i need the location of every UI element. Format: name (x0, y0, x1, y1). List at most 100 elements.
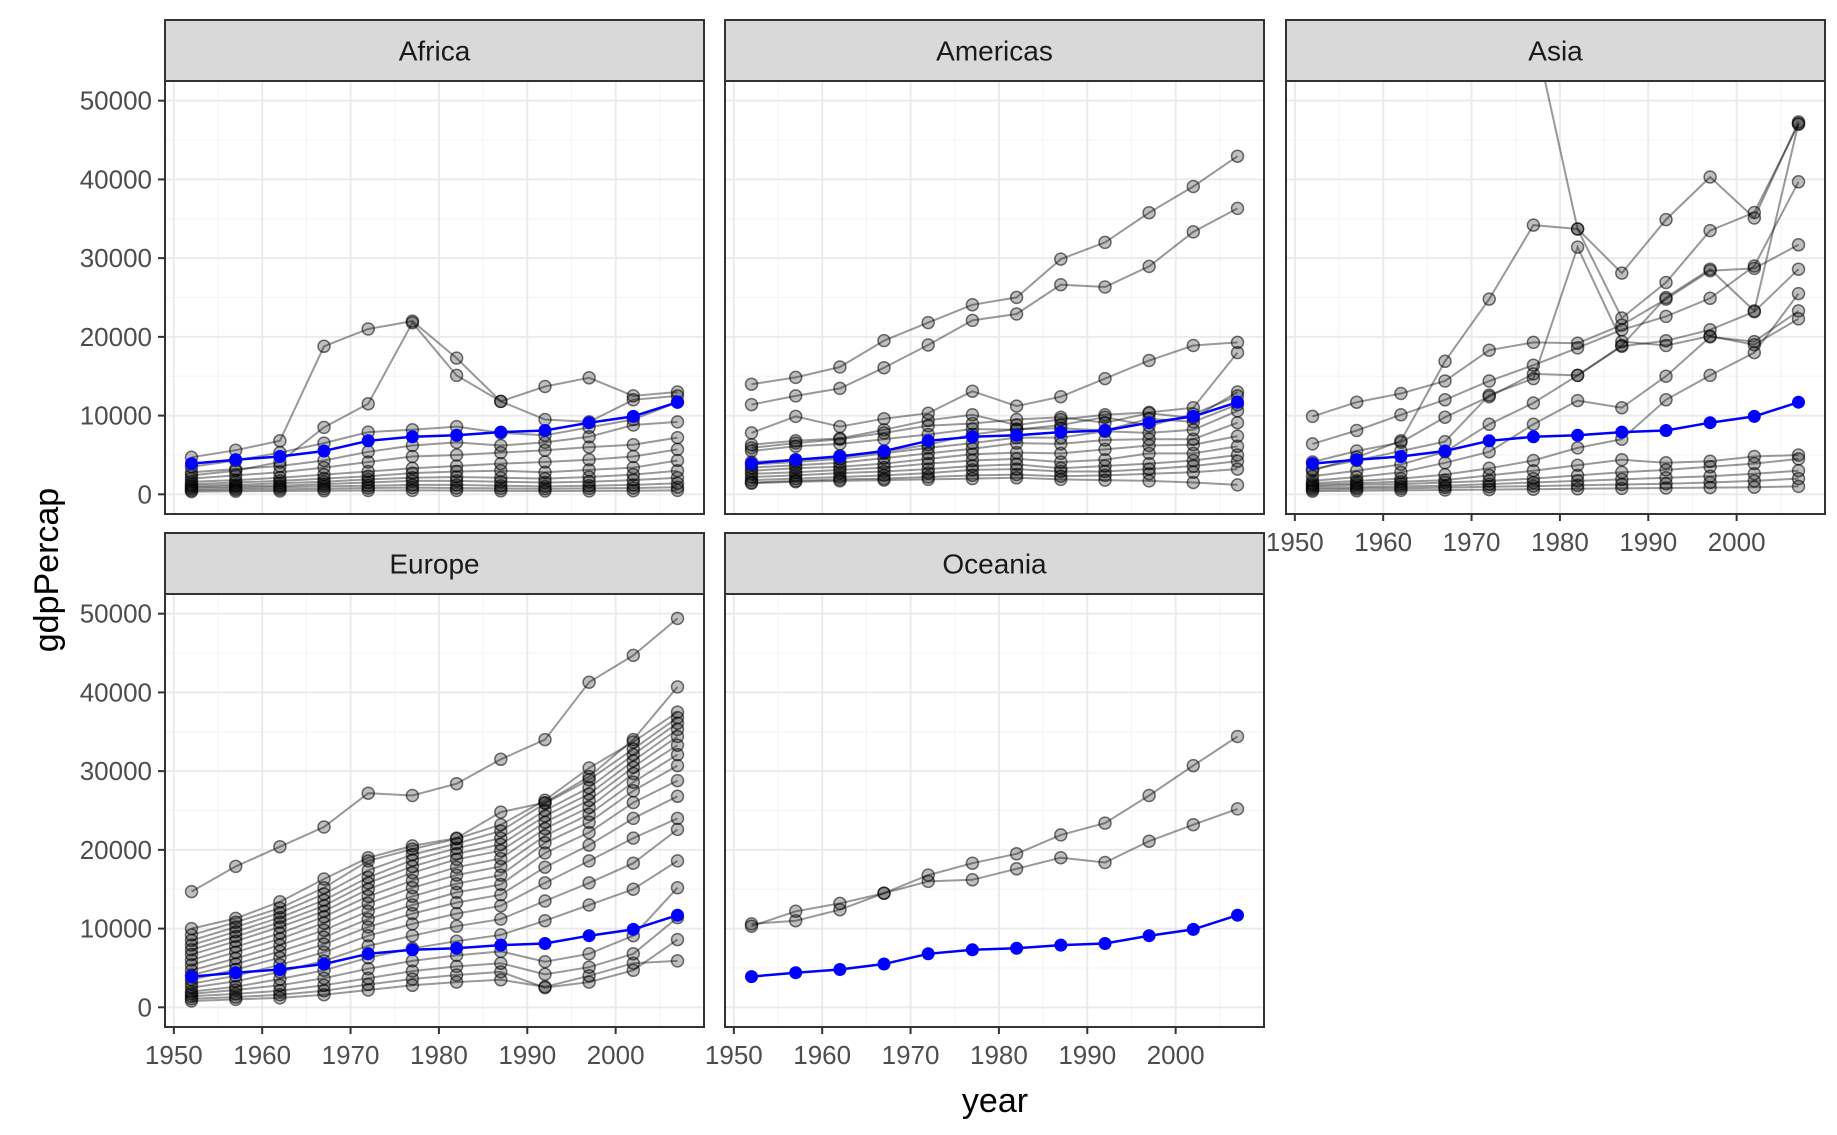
country-line (1543, 81, 1800, 275)
country-point (494, 394, 508, 409)
country-point (582, 969, 596, 983)
country-line (751, 394, 1238, 452)
mean-point (877, 957, 891, 971)
country-point (449, 906, 464, 921)
y-tick-label: 0 (138, 992, 152, 1022)
country-point (538, 821, 552, 836)
y-tick-label: 30000 (80, 756, 152, 786)
mean-point (1098, 937, 1112, 950)
country-point (1098, 468, 1112, 483)
country-point (1570, 458, 1585, 472)
country-point (1615, 334, 1629, 349)
mean-point (1659, 424, 1673, 437)
country-point (317, 916, 331, 930)
country-point (1230, 729, 1245, 744)
mean-point (361, 947, 375, 961)
country-point (1791, 238, 1806, 252)
country-point (1615, 477, 1629, 492)
country-point (670, 722, 685, 737)
country-point (582, 898, 596, 912)
country-point (833, 474, 847, 488)
country-line (751, 421, 1238, 469)
mean-point (921, 947, 935, 961)
facet-strip-europe (164, 532, 705, 595)
country-point (538, 894, 552, 908)
country-point (921, 315, 935, 330)
country-point (744, 917, 759, 931)
mean-point (1615, 425, 1629, 439)
country-point (1098, 280, 1112, 294)
country-point (626, 856, 641, 870)
x-tick-label: 1990 (1619, 527, 1677, 557)
mean-point (405, 943, 419, 957)
country-point (788, 389, 803, 403)
mean-point (671, 908, 684, 922)
country-point (1054, 472, 1068, 487)
mean-point (450, 941, 464, 955)
country-point (1305, 484, 1320, 498)
country-point (405, 978, 420, 993)
country-point (1009, 307, 1024, 321)
mean-point (921, 434, 935, 448)
country-point (1142, 446, 1156, 461)
country-point (670, 854, 685, 868)
x-tick-label: 1970 (882, 1040, 940, 1070)
y-tick-label: 40000 (80, 164, 152, 194)
country-point (494, 438, 508, 453)
mean-point (229, 966, 243, 980)
country-point (582, 800, 596, 815)
country-line (191, 320, 678, 477)
country-point (1659, 212, 1673, 227)
country-point (405, 788, 420, 803)
country-point (1791, 286, 1806, 301)
country-point (582, 825, 596, 840)
country-point (494, 912, 508, 926)
country-point (1791, 262, 1806, 276)
country-point (877, 360, 891, 375)
x-tick-label: 2000 (1708, 527, 1766, 557)
country-point (538, 967, 552, 982)
country-point (965, 873, 980, 887)
x-tick-label: 2000 (587, 1040, 645, 1070)
country-point (1349, 395, 1364, 409)
country-point (538, 876, 552, 890)
country-point (273, 915, 287, 930)
country-point (1230, 415, 1245, 430)
facet-strip-label-americas: Americas (936, 36, 1053, 67)
country-point (582, 838, 596, 852)
mean-point (1231, 908, 1244, 922)
country-point (788, 904, 803, 919)
country-point (1526, 367, 1541, 381)
country-point (582, 452, 596, 467)
country-point (582, 761, 596, 775)
facet-strip-oceania (724, 532, 1265, 595)
country-point (228, 484, 243, 498)
country-point (626, 795, 641, 810)
mean-point (671, 395, 684, 409)
mean-point (1571, 428, 1585, 442)
facet-panel-americas: Americas (724, 19, 1265, 515)
facet-strip-americas (724, 19, 1265, 82)
country-line (751, 207, 1238, 406)
country-point (538, 954, 552, 969)
mean-point (789, 966, 803, 980)
country-point (449, 474, 464, 488)
mean-point (1703, 416, 1717, 430)
country-point (1659, 476, 1673, 491)
country-point (744, 476, 759, 491)
country-point (1098, 816, 1112, 830)
country-point (405, 917, 420, 931)
country-point (1659, 481, 1673, 495)
country-point (1142, 474, 1156, 488)
country-point (582, 947, 596, 961)
country-point (317, 984, 331, 998)
country-point (1703, 460, 1717, 474)
country-point (1098, 410, 1112, 424)
country-line (191, 459, 678, 486)
country-point (1747, 205, 1762, 220)
y-tick-label: 40000 (80, 677, 152, 707)
x-tick-label: 2000 (1147, 1040, 1205, 1070)
country-point (1142, 788, 1156, 803)
country-point (670, 442, 685, 457)
